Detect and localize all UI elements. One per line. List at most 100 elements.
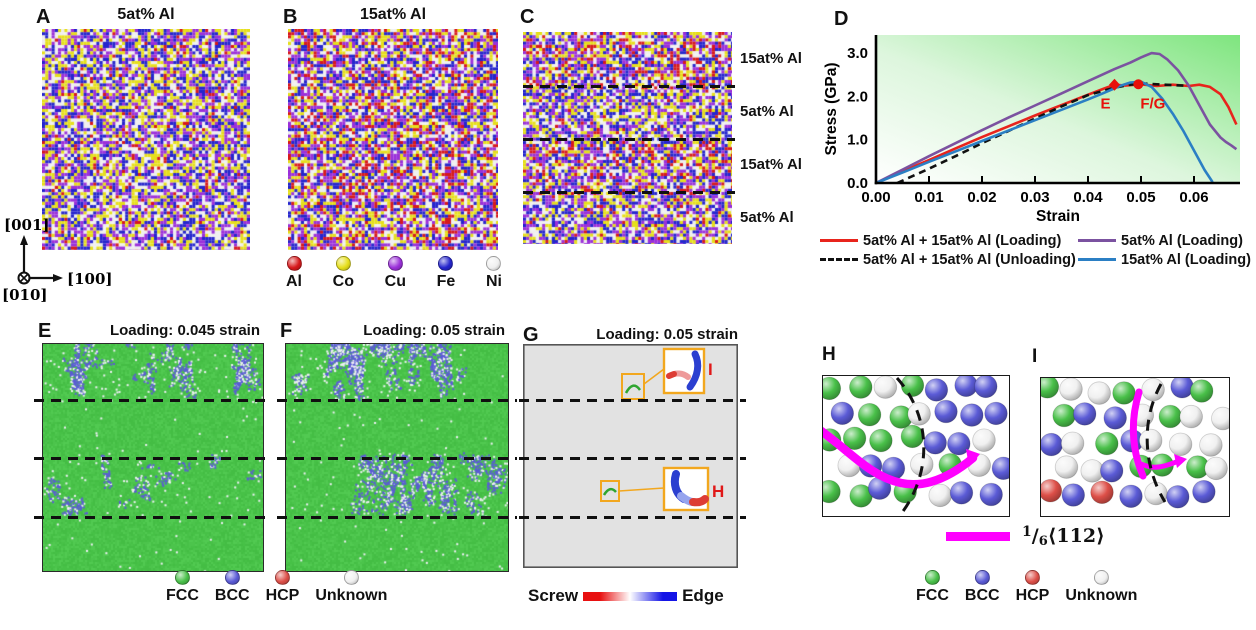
marker-label: E (1100, 96, 1110, 113)
co-label: Co (332, 273, 354, 290)
fe-label: Fe (436, 273, 456, 290)
atom-sphere (1054, 455, 1079, 479)
atom-sphere (830, 401, 854, 426)
atom-sphere (1141, 378, 1165, 402)
burgers-vector-legend: 1/6⟨112⟩ (946, 524, 1105, 549)
atom-sphere (842, 426, 867, 451)
panel-a-letter: A (36, 6, 51, 28)
legend-label: 5at% Al + 15at% Al (Unloading) (863, 251, 1076, 268)
bcc-atom-icon (224, 570, 240, 585)
bcc-label: BCC (964, 587, 1000, 604)
magenta-line-sample (946, 532, 1010, 541)
fcc-atom-icon (924, 570, 940, 585)
atom-sphere (910, 452, 934, 477)
stress-strain-chart: 0.00 0.01 0.02 0.03 0.04 0.05 0.06 0.0 1.0 2.0 3.0… (823, 35, 1240, 225)
x-tick-label: 0.06 (1179, 189, 1208, 206)
atom-sphere (857, 403, 882, 427)
panel-b-title: 15at% Al (359, 6, 427, 23)
dislocation-line-upper (624, 384, 642, 394)
atom-sphere (1138, 428, 1163, 453)
atom-sphere (1119, 484, 1143, 509)
cu-atom-icon (387, 256, 403, 271)
structure-legend-item: HCP (266, 570, 299, 605)
panel-c-layer-divider (523, 138, 735, 141)
atom-sphere (823, 479, 841, 504)
axis-100-arrowhead (53, 274, 63, 282)
legend-entry-15at-loading: 15at% Al (Loading) (1078, 252, 1251, 268)
x-tick-label: 0.05 (1126, 189, 1155, 206)
atom-sphere (1168, 432, 1193, 457)
panel-c-layer-divider (523, 191, 735, 194)
partial-dislocation-path (823, 427, 978, 489)
screw-label: Screw (528, 586, 579, 605)
axis-010-label: [010] (2, 286, 48, 302)
dashed-line-sample (820, 258, 858, 261)
atom-sphere (1061, 483, 1086, 507)
atom-sphere (1192, 479, 1216, 504)
panel-c-letter: C (520, 6, 535, 28)
panel-a-grid (42, 29, 250, 250)
stacking-fault-boundary (1145, 383, 1167, 503)
atom-sphere (1059, 378, 1083, 401)
atom-sphere (1103, 406, 1127, 430)
callout-line-lower (618, 487, 665, 492)
structure-legend-item: BCC (215, 570, 250, 605)
chart-legend-row: 5at% Al + 15at% Al (Loading) 5at% Al (Lo… (820, 231, 1256, 250)
element-legend-item: Fe (436, 256, 456, 291)
callout-label-lower: H (712, 482, 724, 501)
atom-sphere (984, 401, 1008, 426)
atom-sphere (1199, 433, 1223, 457)
atom-sphere (928, 483, 952, 508)
panel-f-letter: F (280, 320, 293, 342)
atom-sphere (873, 376, 898, 399)
axis-001-arrowhead (20, 235, 28, 245)
atom-sphere (1158, 404, 1183, 429)
atom-sphere (900, 424, 925, 449)
screw-segment-lower (689, 495, 709, 507)
panel-c-layer-label: 15at% Al (740, 156, 802, 173)
atom-sphere (1211, 406, 1229, 431)
unknown-atom-icon (1093, 570, 1109, 585)
fe-atom-icon (438, 256, 454, 271)
legend-entry-loading-combined: 5at% Al + 15at% Al (Loading) (820, 233, 1078, 249)
screw-tip-upper (666, 371, 677, 379)
chart-legend-row: 5at% Al + 15at% Al (Unloading) 15at% Al … (820, 250, 1256, 269)
atom-sphere (1041, 432, 1063, 457)
unknown-atom-icon (343, 570, 359, 585)
element-legend-item: Ni (486, 256, 502, 291)
legend-label: 15at% Al (Loading) (1121, 251, 1251, 268)
atom-sphere (934, 399, 958, 424)
panel-g-title: Loading: 0.05 strain (596, 326, 738, 343)
series-line-3 (875, 80, 1214, 185)
panel-b-grid (288, 29, 498, 250)
al-atom-icon (286, 256, 302, 271)
panel-i-atomic-view (1040, 377, 1230, 517)
panel-i-letter: I (1032, 346, 1038, 367)
atom-sphere (1166, 485, 1190, 509)
unknown-label: Unknown (1065, 587, 1138, 604)
dislocation-line-lower (602, 487, 617, 496)
co-atom-icon (335, 256, 351, 271)
layer-boundary-dash (277, 516, 517, 519)
layer-boundary-dash (34, 516, 272, 519)
ni-label: Ni (485, 273, 502, 290)
callout-line-upper (643, 368, 665, 385)
bcc-label: BCC (214, 587, 250, 604)
structure-legend-item: Unknown (315, 570, 387, 605)
legend-label: 5at% Al + 15at% Al (Loading) (863, 232, 1062, 249)
axis-100-label: [100] (67, 270, 112, 288)
hcp-atom-icon (274, 570, 290, 585)
panel-h-letter: H (822, 344, 836, 365)
layer-boundary-dash (34, 457, 272, 460)
atom-sphere (1170, 378, 1194, 399)
legend-label: 5at% Al (Loading) (1121, 232, 1243, 249)
screw-edge-gradient (583, 591, 678, 601)
atom-sphere (924, 378, 949, 402)
atom-sphere (1060, 431, 1085, 456)
panel-c-layer-label: 5at% Al (740, 209, 794, 226)
panel-c-layer-label: 15at% Al (740, 50, 802, 67)
hcp-atom-icon (1024, 570, 1040, 585)
edge-segment-upper (686, 350, 702, 391)
atom-sphere (1073, 402, 1097, 426)
